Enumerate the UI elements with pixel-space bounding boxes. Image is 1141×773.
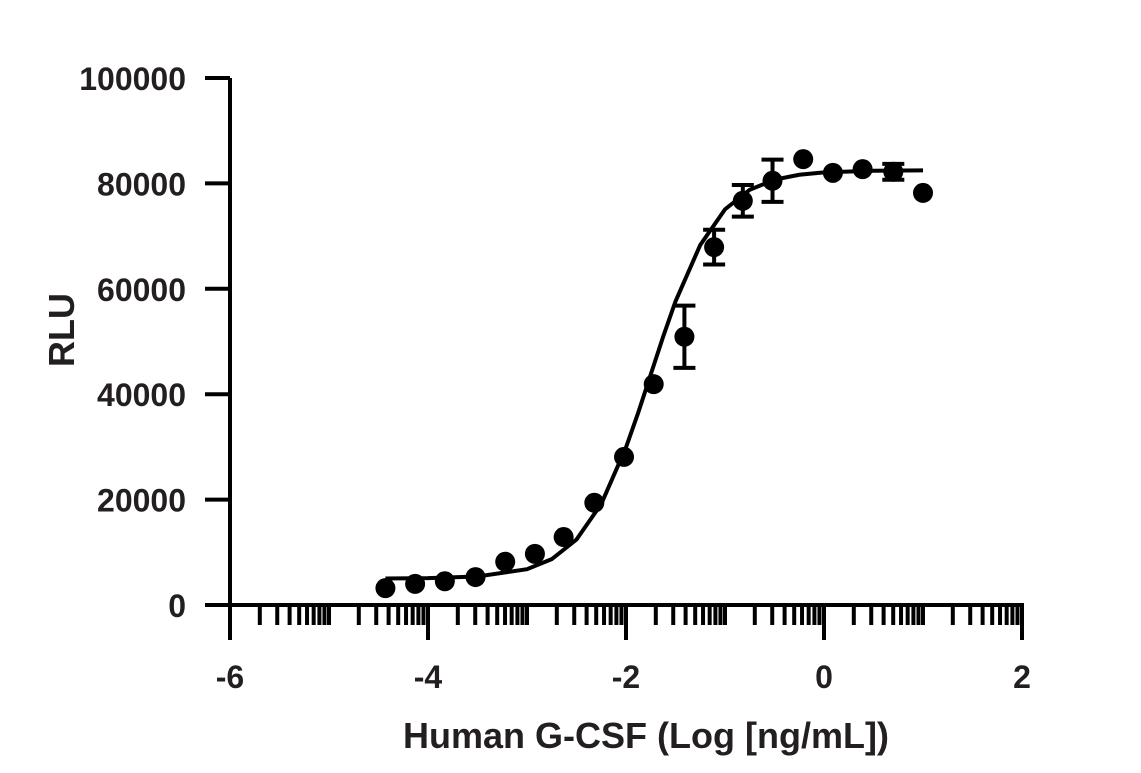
data-point: [375, 578, 396, 599]
data-point: [822, 162, 843, 183]
data-point: [524, 543, 545, 564]
x-tick-label: -6: [216, 659, 244, 695]
data-point: [913, 182, 933, 203]
x-tick-label: -2: [612, 659, 640, 695]
data-point: [405, 573, 426, 594]
y-tick-label: 100000: [79, 61, 186, 97]
data-point: [852, 159, 873, 180]
data-point: [584, 492, 605, 513]
data-point: [674, 326, 695, 347]
data-point: [495, 551, 516, 572]
data-point: [434, 571, 455, 592]
y-axis-title: RLU: [41, 293, 82, 367]
data-point: [793, 149, 814, 170]
data-point: [643, 374, 664, 395]
data-point: [732, 190, 753, 211]
data-point: [704, 237, 725, 258]
data-point: [883, 161, 904, 182]
x-tick-label: 0: [815, 659, 833, 695]
x-axis-title: Human G-CSF (Log [ng/mL]): [403, 715, 889, 756]
x-tick-label: 2: [1013, 659, 1031, 695]
y-tick-label: 80000: [97, 166, 186, 202]
data-point: [614, 446, 635, 467]
data-point: [465, 567, 486, 588]
y-tick-label: 60000: [97, 272, 186, 308]
data-point: [762, 170, 783, 191]
y-tick-label: 20000: [97, 483, 186, 519]
y-tick-label: 40000: [97, 377, 186, 413]
x-tick-label: -4: [414, 659, 443, 695]
fit-curve: [385, 168, 924, 581]
data-point: [553, 527, 574, 548]
y-tick-label: 0: [168, 588, 186, 624]
